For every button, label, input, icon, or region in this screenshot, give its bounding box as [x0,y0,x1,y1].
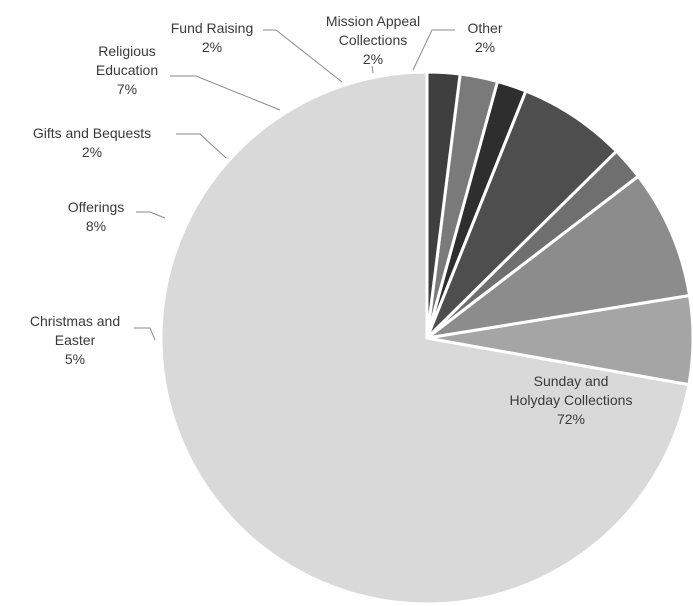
leader-lines-layer [134,29,455,341]
leader-line-mission-appeal-collections [371,65,374,74]
pie-slice-sunday-and-holyday-collections [159,70,691,606]
data-label-percent: 8% [86,218,106,234]
data-label-percent: 2% [475,39,495,55]
data-label-line: Easter [55,332,96,348]
data-label-other: Other 2% [467,20,502,55]
data-label-line: Religious [98,43,156,59]
data-label-religious-education: Religious Education 7% [96,43,158,97]
data-label-line: Collections [339,32,407,48]
data-label-line: Mission Appeal [326,13,420,29]
leader-line-other [412,29,455,71]
data-label-percent: 2% [363,51,383,67]
leader-line-gifts-and-bequests [176,133,227,159]
data-label-line: Offerings [68,199,125,215]
leader-line-offerings [136,211,166,219]
slices-layer [159,70,693,606]
data-label-line: Other [467,20,502,36]
data-label-percent: 5% [65,351,85,367]
data-label-line: Education [96,62,158,78]
data-label-christmas-and-easter: Christmas and Easter 5% [30,313,120,367]
data-label-line: Christmas and [30,313,120,329]
data-label-percent: 2% [202,39,222,55]
data-label-percent: 72% [557,411,585,427]
pie-slice-other [425,70,462,339]
data-label-line: Fund Raising [171,20,254,36]
pie-slice-offerings [426,174,692,340]
data-label-fund-raising: Fund Raising 2% [171,20,254,55]
data-label-line: Gifts and Bequests [33,125,151,141]
data-label-percent: 7% [117,81,137,97]
data-label-sunday-and-holyday-collections: Sunday and Holyday Collections 72% [510,373,633,427]
data-label-offerings: Offerings 8% [68,199,125,234]
pie-slice-religious-education [425,89,619,340]
data-label-line: Sunday and [534,373,609,389]
data-label-mission-appeal-collections: Mission Appeal Collections 2% [326,13,420,67]
data-label-percent: 2% [82,144,102,160]
labels-layer: Sunday and Holyday Collections 72% Christma… [30,13,633,427]
data-label-gifts-and-bequests: Gifts and Bequests 2% [33,125,151,160]
data-label-line: Holyday Collections [510,392,633,408]
leader-line-christmas-and-easter [134,327,156,341]
leader-line-religious-education [170,75,281,111]
leader-line-fund-raising [263,29,343,83]
